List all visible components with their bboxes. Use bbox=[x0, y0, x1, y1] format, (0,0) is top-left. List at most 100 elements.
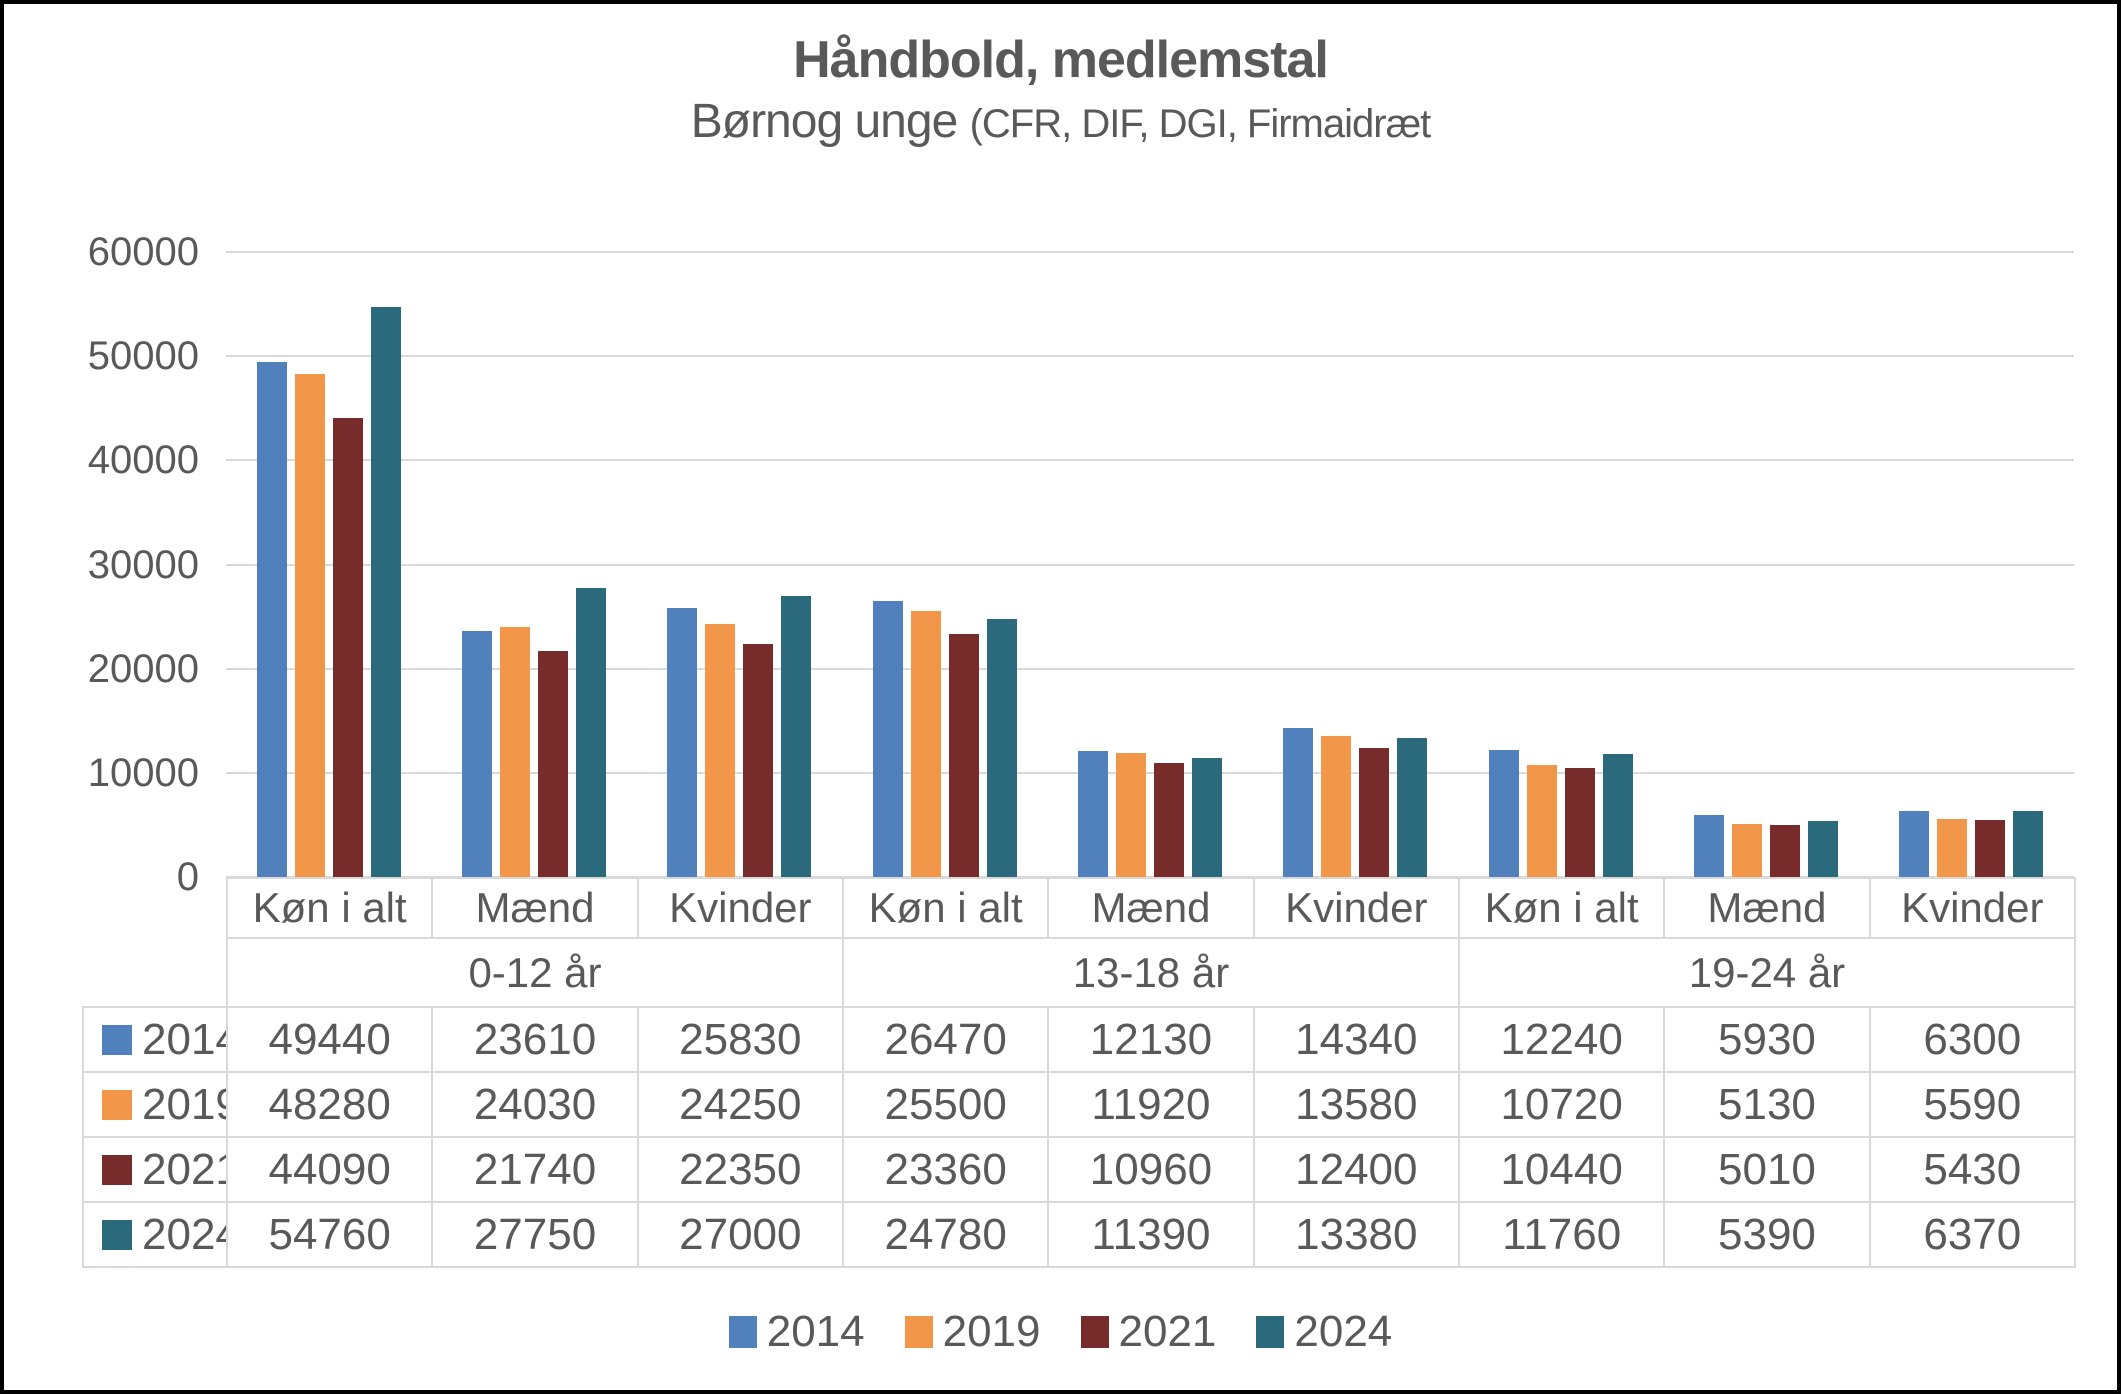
bar-2019-1 bbox=[294, 374, 325, 877]
table-cell-2019-8: 5130 bbox=[1663, 1071, 1871, 1138]
row-header-2021: 2021 bbox=[82, 1136, 228, 1203]
legend-label: 2021 bbox=[1118, 1307, 1217, 1356]
bar-2021-5 bbox=[1153, 763, 1184, 877]
bar-groups bbox=[226, 252, 2074, 877]
legend-label: 2019 bbox=[942, 1307, 1041, 1356]
bar-2021-1 bbox=[332, 418, 363, 877]
table-cell-2024-5: 11390 bbox=[1047, 1201, 1255, 1268]
table-cell-2014-4: 26470 bbox=[841, 1006, 1050, 1073]
table-cell-2014-5: 12130 bbox=[1047, 1006, 1255, 1073]
bar-group-4 bbox=[842, 252, 1047, 877]
bar-2019-2 bbox=[499, 627, 530, 877]
age-group-header: 13-18 år bbox=[841, 937, 1460, 1008]
y-axis-tick-label: 30000 bbox=[87, 543, 199, 587]
table-cell-2024-3: 27000 bbox=[636, 1201, 844, 1268]
data-table: Køn i alt Mænd Kvinder Køn i alt Mænd Kvinder… bbox=[82, 877, 2076, 1268]
bar-group-8 bbox=[1663, 252, 1868, 877]
table-cell-2021-6: 12400 bbox=[1252, 1136, 1460, 1203]
bar-2014-7 bbox=[1488, 750, 1519, 877]
bar-2014-2 bbox=[461, 631, 492, 877]
series-swatch-2014 bbox=[102, 1024, 132, 1055]
category-header-9: Kvinder bbox=[1868, 877, 2076, 939]
category-header-7: Køn i alt bbox=[1457, 877, 1666, 939]
table-cell-2024-6: 13380 bbox=[1252, 1201, 1460, 1268]
table-cell-2019-5: 11920 bbox=[1047, 1071, 1255, 1138]
bar-2024-6 bbox=[1397, 738, 1428, 877]
category-header-4: Køn i alt bbox=[841, 877, 1050, 939]
table-cell-2019-6: 13580 bbox=[1252, 1071, 1460, 1138]
chart-subtitle-qualifier: (CFR, DIF, DGI, Firmaidræt bbox=[969, 102, 1432, 146]
bar-group-3 bbox=[637, 252, 842, 877]
bar-2024-3 bbox=[781, 596, 812, 877]
series-year-label: 2019 bbox=[142, 1079, 225, 1129]
legend-label: 2024 bbox=[1294, 1307, 1393, 1356]
plot-area bbox=[226, 251, 2074, 878]
legend-swatch-2019 bbox=[904, 1316, 933, 1348]
bar-group-2 bbox=[431, 252, 636, 877]
bar-2024-7 bbox=[1602, 754, 1633, 877]
bar-group-6 bbox=[1253, 252, 1458, 877]
series-year-label: 2014 bbox=[142, 1014, 225, 1064]
bar-2014-4 bbox=[872, 601, 903, 877]
bar-2014-9 bbox=[1899, 811, 1930, 877]
bar-2021-3 bbox=[743, 644, 774, 877]
table-row-2024: 2024547602775027000247801139013380117605… bbox=[82, 1201, 2076, 1268]
gridline-50000 bbox=[226, 355, 2074, 357]
bar-2024-5 bbox=[1191, 758, 1222, 877]
table-cell-2014-6: 14340 bbox=[1252, 1006, 1460, 1073]
category-header-6: Kvinder bbox=[1252, 877, 1460, 939]
table-cell-2014-8: 5930 bbox=[1663, 1006, 1871, 1073]
table-cell-2019-3: 24250 bbox=[636, 1071, 844, 1138]
table-cell-2019-4: 25500 bbox=[841, 1071, 1050, 1138]
table-row-2021: 2021440902174022350233601096012400104405… bbox=[82, 1136, 2076, 1203]
gridline-0 bbox=[226, 876, 2074, 878]
bar-group-7 bbox=[1458, 252, 1663, 877]
legend-swatch-2014 bbox=[728, 1316, 757, 1348]
gridline-10000 bbox=[226, 772, 2074, 774]
table-cell-2024-1: 54760 bbox=[225, 1201, 434, 1268]
bar-2014-1 bbox=[256, 362, 287, 877]
table-row-2014: 2014494402361025830264701213014340122405… bbox=[82, 1006, 2076, 1073]
bar-2021-8 bbox=[1769, 825, 1800, 877]
bar-2019-4 bbox=[910, 611, 941, 877]
bar-2019-7 bbox=[1526, 765, 1557, 877]
table-cell-2014-2: 23610 bbox=[431, 1006, 639, 1073]
y-axis-tick-label: 50000 bbox=[87, 334, 199, 378]
legend-item-2014: 2014 bbox=[728, 1307, 865, 1357]
bar-2024-1 bbox=[370, 307, 401, 877]
bar-2019-6 bbox=[1321, 736, 1352, 877]
bar-2024-8 bbox=[1807, 821, 1838, 877]
y-axis-tick-label: 40000 bbox=[87, 438, 199, 482]
age-group-header: 19-24 år bbox=[1457, 937, 2076, 1008]
table-cell-2014-1: 49440 bbox=[225, 1006, 434, 1073]
table-cell-2019-7: 10720 bbox=[1457, 1071, 1666, 1138]
bar-group-9 bbox=[1869, 252, 2074, 877]
bar-group-1 bbox=[226, 252, 431, 877]
table-cell-2014-3: 25830 bbox=[636, 1006, 844, 1073]
chart-title: Håndbold, medlemstal bbox=[793, 31, 1329, 89]
table-cell-2014-7: 12240 bbox=[1457, 1006, 1666, 1073]
table-cell-2021-5: 10960 bbox=[1047, 1136, 1255, 1203]
bar-2019-9 bbox=[1937, 819, 1968, 877]
series-swatch-2024 bbox=[102, 1219, 132, 1250]
row-header-2014: 2014 bbox=[82, 1006, 228, 1073]
category-header-3: Kvinder bbox=[636, 877, 844, 939]
age-group-header: 0-12 år bbox=[226, 937, 844, 1008]
gridline-30000 bbox=[226, 564, 2074, 566]
gridline-40000 bbox=[226, 459, 2074, 461]
bar-2014-8 bbox=[1693, 815, 1724, 877]
table-cell-2021-1: 44090 bbox=[225, 1136, 434, 1203]
table-cell-2024-4: 24780 bbox=[841, 1201, 1050, 1268]
chart-subtitle-main: Børnog unge bbox=[690, 95, 970, 148]
table-cell-2019-2: 24030 bbox=[431, 1071, 639, 1138]
table-cell-2021-9: 5430 bbox=[1868, 1136, 2076, 1203]
y-axis-tick-label: 60000 bbox=[87, 230, 199, 274]
legend-item-2024: 2024 bbox=[1256, 1307, 1392, 1357]
bar-group-5 bbox=[1047, 252, 1252, 877]
table-cell-2024-7: 11760 bbox=[1457, 1201, 1666, 1268]
bar-2014-6 bbox=[1283, 728, 1314, 877]
category-header-1: Køn i alt bbox=[225, 877, 434, 939]
table-cell-2024-9: 6370 bbox=[1868, 1201, 2076, 1268]
bar-2024-4 bbox=[986, 619, 1017, 877]
